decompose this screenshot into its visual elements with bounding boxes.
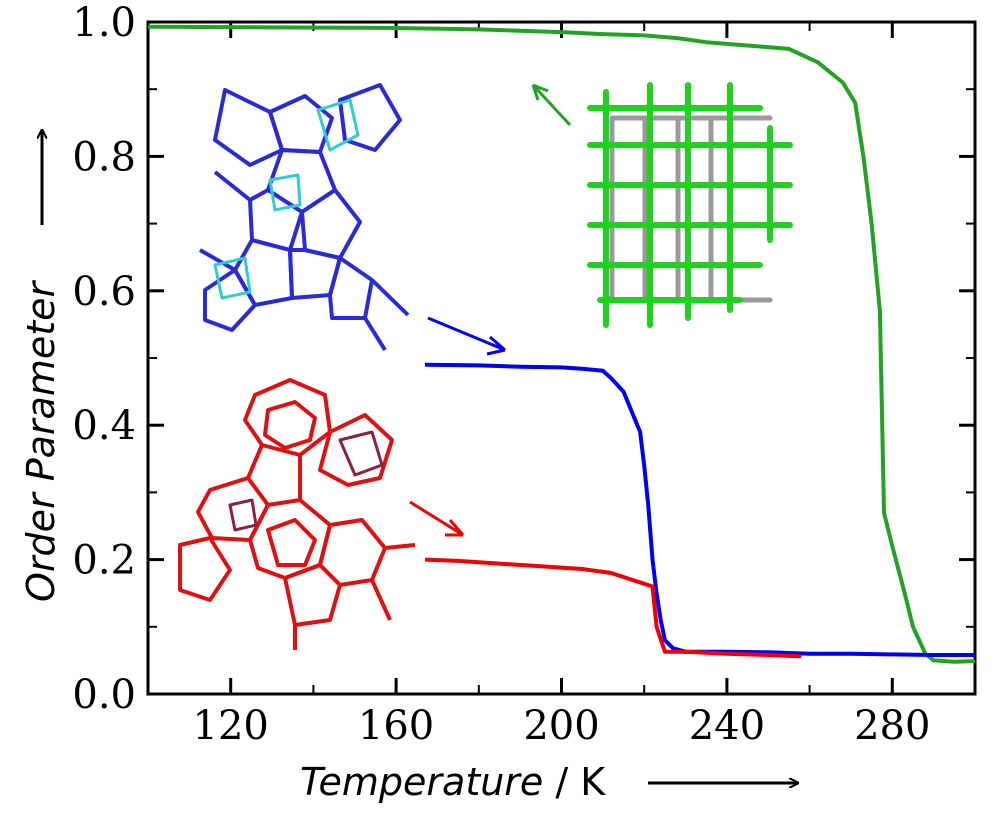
inset-arrows	[409, 83, 572, 537]
y-tick-label: 1.0	[72, 0, 136, 46]
green-arrow	[531, 83, 572, 127]
y-tick-label: 0.0	[72, 672, 136, 718]
red-molecule-inset	[178, 378, 416, 650]
x-axis-title: Temperature / K	[300, 760, 606, 804]
x-tick-label: 240	[689, 703, 765, 749]
y-tick-label: 0.8	[72, 134, 136, 180]
x-tick-label: 280	[854, 703, 930, 749]
green-lattice-inset	[587, 82, 793, 328]
x-axis-title-unit: / K	[543, 760, 606, 804]
x-tick-label: 160	[358, 703, 434, 749]
axis-ticks: 120 160 200 240 280 0.0 0.2 0.4 0.6 0.8 1.0	[72, 0, 976, 749]
y-tick-label: 0.2	[72, 538, 136, 584]
x-axis-title-italic: Temperature	[300, 760, 543, 804]
blue-arrow	[427, 316, 506, 352]
y-axis-title: Order Parameter	[19, 279, 63, 602]
y-tick-label: 0.6	[72, 269, 136, 315]
red-series-line	[424, 557, 802, 659]
x-tick-label: 200	[523, 703, 599, 749]
green-series-line	[147, 24, 976, 664]
blue-molecule-inset	[199, 83, 410, 352]
x-tick-label: 120	[193, 703, 269, 749]
blue-series-line	[424, 362, 975, 657]
red-arrow	[409, 500, 464, 537]
data-series	[147, 24, 976, 664]
y-tick-label: 0.4	[72, 403, 136, 449]
